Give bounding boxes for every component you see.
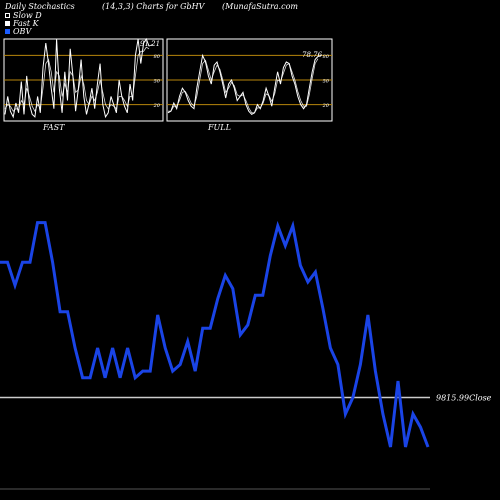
legend-swatch-slow-d xyxy=(5,13,10,18)
full-stochastic-caption: FULL xyxy=(207,123,231,132)
fast-stochastic-last-value-label: 91.21 xyxy=(140,40,160,48)
fast-stochastic-value-pointer xyxy=(148,43,154,47)
obv-close-label: 9815.99Close xyxy=(436,394,492,403)
full-stochastic-value-pointer xyxy=(317,54,323,57)
legend-swatch-obv xyxy=(5,29,10,34)
fast-stochastic-tick-label-20: 20 xyxy=(153,103,161,109)
full-stochastic-tick-label-80: 80 xyxy=(323,54,330,60)
full-stochastic-tick-label-50: 50 xyxy=(323,79,330,85)
legend-swatch-fast-k xyxy=(5,21,10,26)
full-stochastic-tick-label-20: 20 xyxy=(322,103,330,109)
fast-stochastic-series-slow-d xyxy=(4,46,150,113)
chart-params: (14,3,3) Charts for GbHV xyxy=(102,2,205,11)
fast-stochastic-tick-label-50: 50 xyxy=(154,79,161,85)
legend-item-obv: OBV xyxy=(5,27,31,36)
obv-series-line xyxy=(0,220,430,448)
full-stochastic-series-full-d xyxy=(168,58,319,114)
chart-title: Daily Stochastics xyxy=(5,2,75,11)
legend-label-obv: OBV xyxy=(13,27,32,36)
fast-stochastic-series-fast-k xyxy=(4,37,150,119)
full-stochastic-last-value-label: 78.76 xyxy=(302,51,323,59)
fast-stochastic-caption: FAST xyxy=(42,123,65,132)
legend-item-slow-d: Slow D xyxy=(5,11,42,20)
chart-source: (MunafaSutra.com xyxy=(222,2,298,11)
legend-label-fast-k: Fast K xyxy=(13,19,39,28)
legend-label-slow-d: Slow D xyxy=(13,11,42,20)
fast-stochastic-tick-label-80: 80 xyxy=(154,54,161,60)
legend-item-fast-k: Fast K xyxy=(5,19,39,28)
full-stochastic-series-full-k xyxy=(167,53,319,116)
